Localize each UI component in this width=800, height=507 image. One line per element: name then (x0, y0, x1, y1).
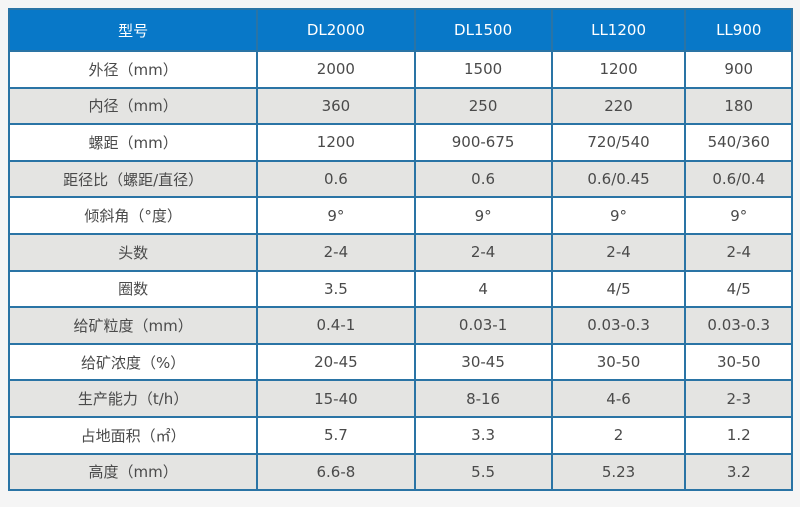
value-cell: 220 (550, 86, 687, 126)
table-row: 给矿浓度（%） 20-45 30-45 30-50 30-50 (7, 342, 793, 382)
value-cell: 3.2 (684, 452, 793, 492)
row-label: 距径比（螺距/直径） (7, 159, 259, 199)
header-cell-dl1500: DL1500 (413, 8, 553, 52)
value-cell: 540/360 (684, 123, 793, 162)
row-label: 内径（mm） (7, 86, 259, 126)
header-cell-ll1200: LL1200 (550, 8, 687, 52)
row-label: 螺距（mm） (7, 123, 259, 162)
value-cell: 2-4 (413, 232, 553, 272)
value-cell: 20-45 (256, 342, 416, 382)
row-label: 外径（mm） (7, 50, 259, 89)
value-cell: 9° (256, 196, 416, 235)
value-cell: 1200 (550, 50, 687, 89)
table-row: 生产能力（t/h） 15-40 8-16 4-6 2-3 (7, 379, 793, 418)
value-cell: 2-4 (550, 232, 687, 272)
value-cell: 0.03-1 (413, 306, 553, 345)
value-cell: 0.03-0.3 (550, 306, 687, 345)
value-cell: 4-6 (550, 379, 687, 418)
header-cell-dl2000: DL2000 (256, 8, 416, 52)
value-cell: 2000 (256, 50, 416, 89)
value-cell: 0.6 (413, 159, 553, 199)
table-row: 倾斜角（°度） 9° 9° 9° 9° (7, 196, 793, 235)
value-cell: 0.6/0.4 (684, 159, 793, 199)
value-cell: 4/5 (684, 269, 793, 309)
value-cell: 360 (256, 86, 416, 126)
row-label: 生产能力（t/h） (7, 379, 259, 418)
value-cell: 5.23 (550, 452, 687, 492)
value-cell: 9° (413, 196, 553, 235)
value-cell: 720/540 (550, 123, 687, 162)
value-cell: 0.6 (256, 159, 416, 199)
row-label: 占地面积（㎡） (7, 415, 259, 455)
value-cell: 30-50 (684, 342, 793, 382)
table-header-row: 型号 DL2000 DL1500 LL1200 LL900 (7, 8, 793, 52)
value-cell: 0.6/0.45 (550, 159, 687, 199)
table-row: 头数 2-4 2-4 2-4 2-4 (7, 232, 793, 272)
value-cell: 900-675 (413, 123, 553, 162)
value-cell: 2-3 (684, 379, 793, 418)
value-cell: 4/5 (550, 269, 687, 309)
value-cell: 4 (413, 269, 553, 309)
table-row: 给矿粒度（mm） 0.4-1 0.03-1 0.03-0.3 0.03-0.3 (7, 306, 793, 345)
value-cell: 1500 (413, 50, 553, 89)
table-row: 高度（mm） 6.6-8 5.5 5.23 3.2 (7, 452, 793, 492)
table-row: 外径（mm） 2000 1500 1200 900 (7, 50, 793, 89)
value-cell: 30-50 (550, 342, 687, 382)
spec-table-body: 外径（mm） 2000 1500 1200 900 内径（mm） 360 250 220 180 螺… (7, 50, 793, 492)
value-cell: 6.6-8 (256, 452, 416, 492)
row-label: 倾斜角（°度） (7, 196, 259, 235)
spec-table: 型号 DL2000 DL1500 LL1200 LL900 外径（mm） 2000… (7, 8, 793, 492)
value-cell: 250 (413, 86, 553, 126)
value-cell: 9° (550, 196, 687, 235)
value-cell: 0.03-0.3 (684, 306, 793, 345)
table-row: 内径（mm） 360 250 220 180 (7, 86, 793, 126)
spec-table-container: 型号 DL2000 DL1500 LL1200 LL900 外径（mm） 2000… (7, 8, 793, 492)
value-cell: 30-45 (413, 342, 553, 382)
value-cell: 15-40 (256, 379, 416, 418)
value-cell: 1200 (256, 123, 416, 162)
value-cell: 2 (550, 415, 687, 455)
value-cell: 1.2 (684, 415, 793, 455)
value-cell: 900 (684, 50, 793, 89)
row-label: 头数 (7, 232, 259, 272)
value-cell: 9° (684, 196, 793, 235)
value-cell: 8-16 (413, 379, 553, 418)
value-cell: 3.5 (256, 269, 416, 309)
row-label: 给矿粒度（mm） (7, 306, 259, 345)
row-label: 给矿浓度（%） (7, 342, 259, 382)
table-row: 占地面积（㎡） 5.7 3.3 2 1.2 (7, 415, 793, 455)
table-row: 距径比（螺距/直径） 0.6 0.6 0.6/0.45 0.6/0.4 (7, 159, 793, 199)
value-cell: 2-4 (684, 232, 793, 272)
row-label: 高度（mm） (7, 452, 259, 492)
value-cell: 5.5 (413, 452, 553, 492)
header-cell-model: 型号 (7, 8, 259, 52)
table-row: 圈数 3.5 4 4/5 4/5 (7, 269, 793, 309)
header-cell-ll900: LL900 (684, 8, 793, 52)
value-cell: 5.7 (256, 415, 416, 455)
value-cell: 2-4 (256, 232, 416, 272)
value-cell: 3.3 (413, 415, 553, 455)
row-label: 圈数 (7, 269, 259, 309)
value-cell: 180 (684, 86, 793, 126)
value-cell: 0.4-1 (256, 306, 416, 345)
table-row: 螺距（mm） 1200 900-675 720/540 540/360 (7, 123, 793, 162)
